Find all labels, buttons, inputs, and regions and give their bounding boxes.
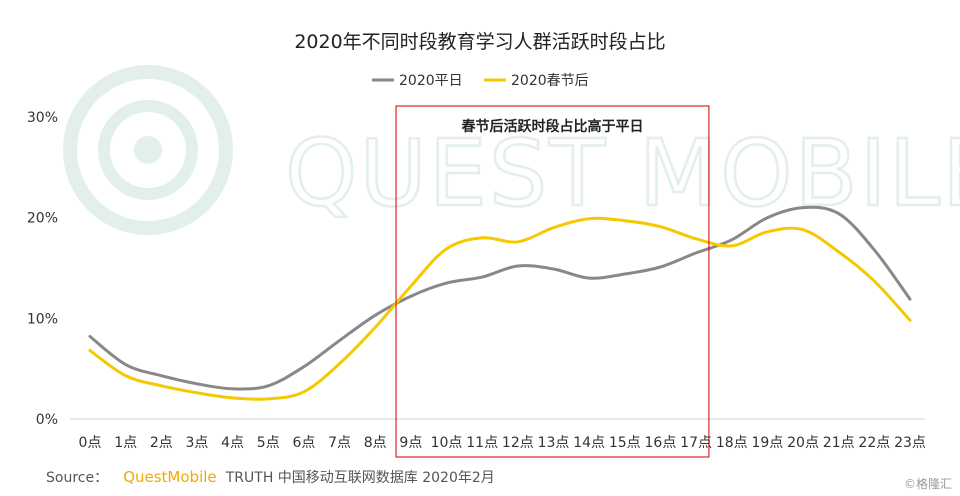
x-tick-label: 13点 [538,435,570,451]
x-tick-label: 5点 [257,435,280,451]
legend-label-festival: 2020春节后 [511,73,589,89]
x-tick-label: 22点 [858,435,890,451]
x-tick-label: 2点 [150,435,173,451]
series-line-weekday [88,205,912,391]
x-tick-label: 10点 [431,435,463,451]
x-tick-label: 21点 [823,435,855,451]
legend: 2020平日 2020春节后 [372,73,589,89]
x-tick-label: 7点 [328,435,351,451]
x-tick-label: 17点 [680,435,712,451]
y-tick-label: 30% [27,110,58,126]
x-tick-label: 14点 [573,435,605,451]
watermark-text: QUEST MOBILE [285,120,960,227]
source-rest: TRUTH 中国移动互联网数据库 2020年2月 [225,470,495,486]
x-tick-label: 4点 [221,435,244,451]
annotation-text: 春节后活跃时段占比高于平日 [460,118,643,135]
x-tick-label: 6点 [292,435,315,451]
x-tick-label: 0点 [79,435,102,451]
x-tick-label: 20点 [787,435,819,451]
x-tick-label: 15点 [609,435,641,451]
y-tick-label: 0% [36,412,58,428]
x-tick-label: 12点 [502,435,534,451]
x-tick-label: 19点 [751,435,783,451]
annotation-box [395,105,710,458]
source-label: Source： [46,470,108,486]
chart-title: 2020年不同时段教育学习人群活跃时段占比 [294,31,665,53]
legend-label-weekday: 2020平日 [399,73,463,89]
x-tick-label: 18点 [716,435,748,451]
svg-text:Source： QuestMobile: Source： QuestMobile TRUTH 中国移动互联网数据库 202… [46,467,495,486]
corner-watermark: ©格隆汇 [904,476,952,491]
series-line-festival [88,216,912,401]
y-tick-label: 10% [27,311,58,327]
y-axis: 0% 10% 20% 30% [27,110,58,428]
annotation: 春节后活跃时段占比高于平日 [395,105,710,458]
y-tick-label: 20% [27,211,58,227]
source-note: Source： QuestMobile TRUTH 中国移动互联网数据库 202… [46,467,495,486]
x-tick-label: 1点 [114,435,137,451]
x-tick-label: 3点 [185,435,208,451]
watermark-logo [63,65,233,235]
x-tick-label: 8点 [364,435,387,451]
x-tick-label: 11点 [466,435,498,451]
watermark: QUEST MOBILE [63,65,960,235]
x-tick-label: 9点 [399,435,422,451]
x-tick-label: 23点 [894,435,926,451]
source-brand: QuestMobile [123,468,216,486]
x-axis: 0点 1点 2点 3点 4点 5点 6点 7点 8点 9点 10点 11点 12点 13点 14点 15点 16… [79,435,926,451]
x-tick-label: 16点 [645,435,677,451]
